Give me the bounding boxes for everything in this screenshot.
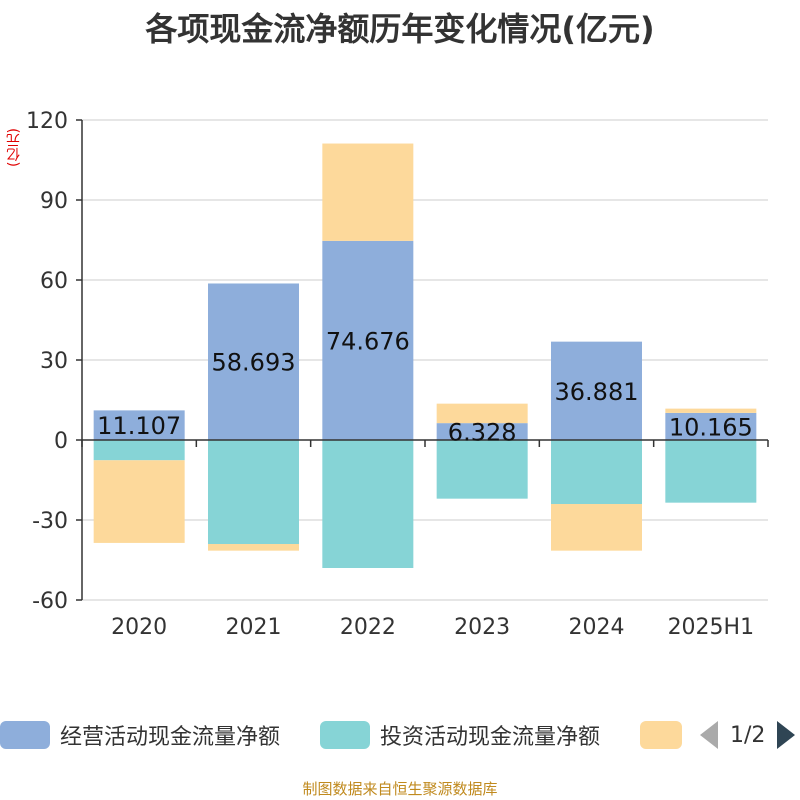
bar-3-2023: [436, 403, 528, 424]
y-tick-label: 0: [54, 429, 68, 454]
bar-3-2024: [551, 504, 642, 551]
legend-swatch-third: [640, 721, 682, 749]
y-tick-label: 90: [40, 189, 68, 214]
data-label: 36.881: [555, 378, 639, 406]
data-label: 6.328: [448, 419, 517, 447]
legend: 经营活动现金流量净额 投资活动现金流量净额 1/2: [0, 718, 800, 752]
legend-item-operating[interactable]: 经营活动现金流量净额: [0, 718, 280, 752]
chart-title: 各项现金流净额历年变化情况(亿元): [145, 10, 655, 48]
bar-1-2025H1: [665, 412, 757, 440]
x-tick-label: 2021: [226, 615, 282, 640]
y-tick-label: 120: [26, 109, 68, 134]
legend-swatch-operating: [0, 721, 50, 749]
y-tick-label: -30: [32, 509, 68, 534]
data-label: 10.165: [669, 413, 753, 441]
legend-item-third[interactable]: [640, 718, 682, 752]
legend-label-operating: 经营活动现金流量净额: [60, 725, 281, 750]
data-label: 74.676: [326, 327, 410, 355]
bar-2-2022: [322, 440, 414, 568]
chart-plot: 120 90 60 30 0 -30 -60 2020 2021 2022 2023 2024 2025…: [26, 109, 769, 640]
bar-1-2020: [93, 410, 185, 440]
x-tick-label: 2022: [340, 615, 396, 640]
bar-1-2021: [208, 283, 299, 440]
y-tick-label: 30: [40, 349, 68, 374]
y-axis-unit-label: (亿元): [6, 128, 22, 168]
x-tick-label: 2023: [454, 615, 510, 640]
bar-2-2023: [436, 440, 528, 499]
legend-item-investing[interactable]: 投资活动现金流量净额: [320, 718, 600, 752]
bar-1-2024: [551, 341, 642, 440]
y-tick-label: -60: [32, 589, 68, 614]
bar-3-2021: [208, 544, 299, 551]
bar-2-2020: [93, 440, 185, 461]
x-tick-label: 2024: [569, 615, 625, 640]
x-tick-label: 2020: [111, 615, 167, 640]
bar-2-2024: [551, 440, 642, 504]
bar-1-2023: [436, 423, 528, 440]
legend-pager: 1/2: [700, 718, 796, 752]
bar-3-2025H1: [665, 408, 757, 413]
bar-2-2025H1: [665, 440, 757, 503]
bar-3-2022: [322, 143, 414, 241]
bar-1-2022: [322, 240, 414, 440]
pager-next-icon[interactable]: [777, 721, 796, 749]
legend-label-investing: 投资活动现金流量净额: [380, 725, 601, 750]
bar-3-2020: [93, 460, 185, 543]
data-label: 58.693: [212, 349, 296, 377]
legend-swatch-investing: [320, 721, 370, 749]
source-note: 制图数据来自恒生聚源数据库: [302, 780, 498, 798]
data-label: 11.107: [97, 412, 181, 440]
pager-prev-icon[interactable]: [700, 721, 718, 749]
bar-2-2021: [208, 440, 299, 544]
x-tick-label: 2025H1: [668, 615, 755, 640]
pager-text: 1/2: [730, 722, 766, 748]
y-tick-label: 60: [40, 269, 68, 294]
